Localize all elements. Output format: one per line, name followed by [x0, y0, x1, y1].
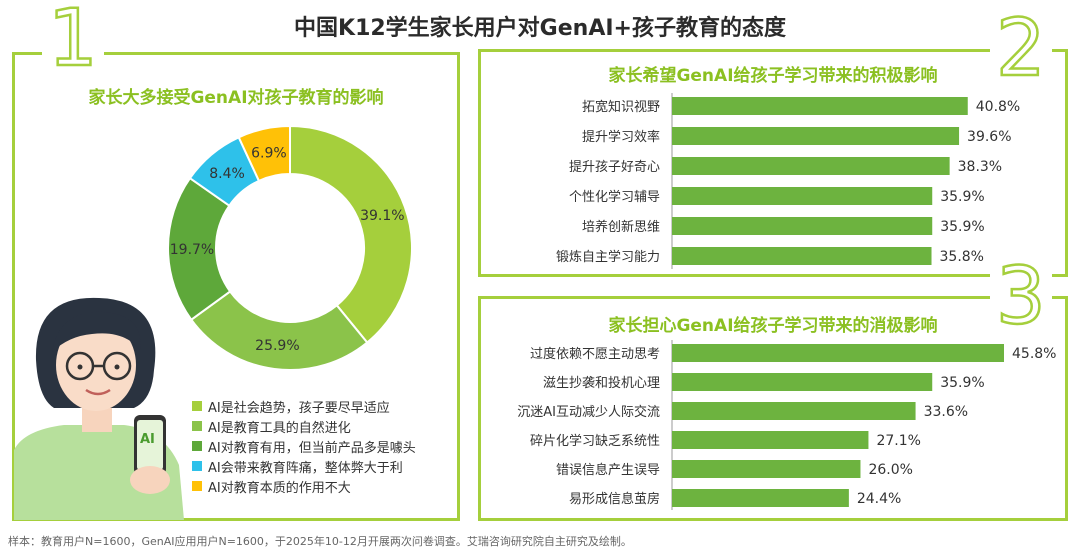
pie-slice	[237, 124, 291, 183]
bar-category-label: 过度依赖不愿主动思考	[530, 346, 660, 362]
bar-value-label: 39.6%	[967, 129, 1011, 145]
pie-label: 6.9%	[251, 145, 287, 161]
pie-label: 19.7%	[170, 242, 214, 258]
pie-chart-title: 家长大多接受GenAI对孩子教育的影响	[88, 88, 384, 108]
legend-item: AI是教育工具的自然进化	[192, 416, 416, 436]
bar-value-label: 35.9%	[940, 219, 984, 235]
bar	[672, 127, 960, 145]
bar	[672, 373, 933, 391]
bar-category-label: 提升孩子好奇心	[569, 159, 660, 175]
pie-slice	[189, 290, 369, 371]
bar	[672, 489, 849, 507]
bar-value-label: 27.1%	[876, 433, 920, 449]
bar	[672, 344, 1004, 362]
pie-label: 8.4%	[209, 166, 245, 182]
panel-number-3: 3	[990, 257, 1052, 337]
bar-category-label: 碎片化学习缺乏系统性	[530, 433, 660, 449]
bar-value-label: 33.6%	[924, 404, 968, 420]
panel-number-1: 1	[42, 0, 104, 79]
bar-value-label: 35.9%	[940, 189, 984, 205]
bar-category-label: 拓宽知识视野	[582, 99, 660, 115]
legend-item: AI对教育有用，但当前产品多是噱头	[192, 436, 416, 456]
bar-category-label: 个性化学习辅导	[569, 189, 660, 205]
bar	[672, 431, 869, 449]
pie-label: 25.9%	[255, 338, 299, 354]
panel-number-2: 2	[990, 9, 1052, 89]
pie-slice	[289, 124, 413, 344]
bar-category-label: 培养创新思维	[582, 219, 660, 235]
pie-label: 39.1%	[360, 208, 404, 224]
bar	[672, 247, 932, 265]
bar-value-label: 24.4%	[857, 491, 901, 507]
bar	[672, 97, 968, 115]
bar	[672, 157, 950, 175]
pie-chart: 39.1% 25.9% 19.7% 8.4% 6.9%	[167, 124, 413, 371]
bar-category-label: 滋生抄袭和投机心理	[543, 375, 660, 391]
bar-value-label: 38.3%	[958, 159, 1002, 175]
legend-item: AI是社会趋势，孩子要尽早适应	[192, 396, 416, 416]
bar-value-label: 40.8%	[976, 99, 1020, 115]
phone-ai-label: AI	[140, 432, 155, 447]
pie-legend: AI是社会趋势，孩子要尽早适应 AI是教育工具的自然进化 AI对教育有用，但当前…	[192, 396, 416, 496]
bar-category-label: 锻炼自主学习能力	[556, 249, 660, 265]
bar-category-label: 易形成信息茧房	[569, 491, 660, 507]
bar-value-label: 35.9%	[940, 375, 984, 391]
bar-category-label: 提升学习效率	[582, 129, 660, 145]
main-title: 中国K12学生家长用户对GenAI+孩子教育的态度	[294, 16, 786, 41]
legend-item: AI会带来教育阵痛，整体弊大于利	[192, 456, 416, 476]
bar	[672, 460, 861, 478]
bar	[672, 402, 916, 420]
bar	[672, 217, 933, 235]
bar-value-label: 26.0%	[868, 462, 912, 478]
bar-category-label: 错误信息产生误导	[556, 462, 660, 478]
footnote: 样本：教育用户N=1600，GenAI应用用户N=1600，于2025年10-1…	[8, 535, 632, 548]
positive-chart-title: 家长希望GenAI给孩子学习带来的积极影响	[608, 66, 938, 86]
bar-category-label: 沉迷AI互动减少人际交流	[517, 404, 660, 420]
negative-chart-title: 家长担心GenAI给孩子学习带来的消极影响	[608, 316, 938, 336]
legend-item: AI对教育本质的作用不大	[192, 476, 416, 496]
parent-illustration	[14, 297, 184, 520]
bar-value-label: 45.8%	[1012, 346, 1056, 362]
bar-value-label: 35.8%	[940, 249, 984, 265]
bar	[672, 187, 933, 205]
